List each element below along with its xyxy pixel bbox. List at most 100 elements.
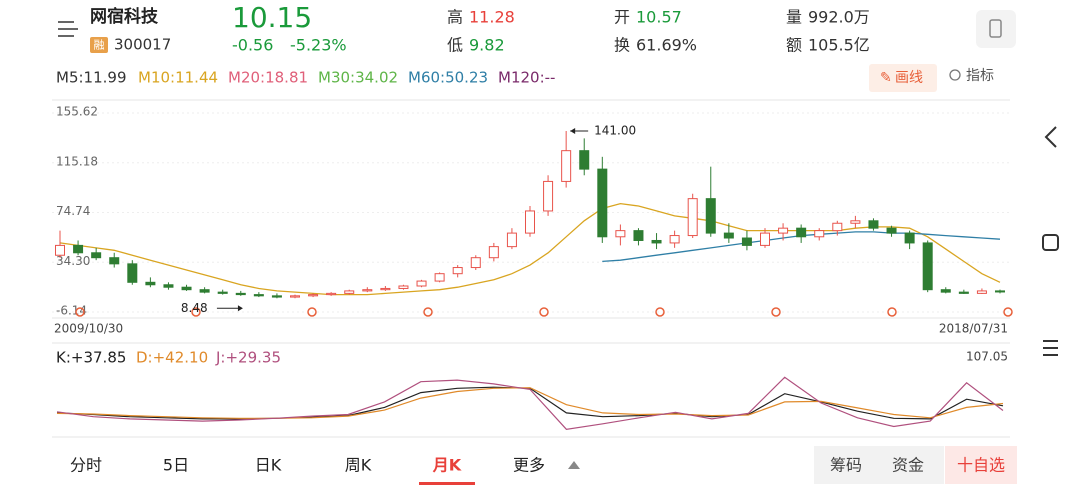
action-button[interactable]: 资金 [892,456,924,475]
tab[interactable]: 5日 [163,456,189,475]
stat-label: 开 [614,8,630,27]
candle-body [850,220,861,224]
candle-body [995,290,1005,293]
ma-line [59,202,1001,296]
draw-button[interactable] [869,64,937,92]
candle-body [723,232,734,239]
candle-body [651,239,662,244]
candle-body [91,252,102,259]
d-label: D:+42.10 [136,349,208,367]
candle-body [778,227,789,234]
candle-body [687,198,698,237]
candle-body [416,280,427,287]
y-tick-label: 34.30 [56,254,90,268]
menu-icon[interactable] [58,21,78,37]
candle-body [506,232,517,248]
candle-body [886,227,897,234]
stat-value: 61.69% [636,36,697,55]
stat-label: 量 [786,8,802,27]
candle-body [832,222,843,232]
kdj-line [56,376,1004,430]
candle-body [235,292,246,296]
indicator-button[interactable]: 指标 [966,68,994,84]
candle-body [326,292,337,296]
stat-label: 高 [447,8,463,27]
device-button[interactable] [976,10,1016,48]
candle-body [452,267,463,275]
arrow-head [237,305,243,312]
event-marker [539,307,549,317]
action-button[interactable]: 筹码 [830,456,862,475]
candle-body [488,246,499,259]
y-tick-label: -6.14 [56,304,87,318]
watch-bg [945,446,1017,484]
candle-body [633,230,644,241]
ma-value: M10:11.44 [138,69,218,87]
low-annotation: 8.48 [181,301,208,315]
tab[interactable]: 分时 [70,456,102,475]
change: -0.56 [232,36,273,55]
ma-value: M120:-- [498,69,555,87]
candle-body [868,220,879,229]
candle-body [362,289,373,292]
home-icon[interactable] [1042,234,1059,251]
tab[interactable]: 周K [345,456,372,475]
candle-body [669,235,680,244]
candle-body [163,284,174,288]
candle-body [73,244,84,254]
candle-body [579,150,590,170]
candle-body [253,294,264,297]
candle-body [290,295,300,298]
candle-body [597,168,608,238]
candle-body [380,287,391,291]
ma-value: M60:50.23 [408,69,488,87]
stock-code: 300017 [114,36,171,54]
event-marker [1003,307,1013,317]
candle-body [525,210,535,234]
kdj-max: 107.05 [966,350,1008,364]
candle-body [976,290,987,294]
candle-body [344,290,355,294]
draw-icon: ✎ [880,70,892,86]
candle-body [958,291,969,294]
stat-label: 额 [786,36,802,55]
tab[interactable]: 日K [255,456,282,475]
arrow-head [570,127,576,134]
stat-value: 992.0万 [808,8,870,27]
end-date: 2018/07/31 [939,322,1008,336]
stat-label: 换 [614,36,630,55]
candle-body [561,150,572,182]
ma-value: M5:11.99 [56,69,126,87]
y-tick-label: 155.62 [56,105,98,119]
tab-underline [419,482,475,485]
action-button[interactable]: 十自选 [957,456,1005,475]
recent-icon[interactable] [1043,340,1058,356]
price: 10.15 [232,1,312,34]
tab[interactable]: 更多 [513,456,545,475]
candle-body [434,273,445,282]
stat-value: 10.57 [636,8,682,27]
kdj-line [56,387,1004,419]
candle-body [145,281,156,286]
indicator-icon [949,69,961,81]
stat-label: 低 [447,36,463,55]
y-tick-label: 74.74 [56,204,90,218]
candle-body [760,232,770,246]
ma-value: M30:34.02 [318,69,398,87]
event-marker [191,307,201,317]
candle-body [922,242,933,291]
candle-body [814,230,825,238]
candle-body [543,180,554,212]
candle-body [55,244,65,256]
candle-body [470,257,481,269]
stock-name: 网宿科技 [90,6,159,27]
k-label: K:+37.85 [56,349,126,367]
tab[interactable]: 月K [432,456,462,475]
event-marker [75,307,85,317]
candle-body [398,285,409,289]
candle-body [217,291,228,294]
back-icon[interactable] [1044,126,1057,148]
high-annotation: 141.00 [594,123,636,137]
candle-body [615,230,626,238]
